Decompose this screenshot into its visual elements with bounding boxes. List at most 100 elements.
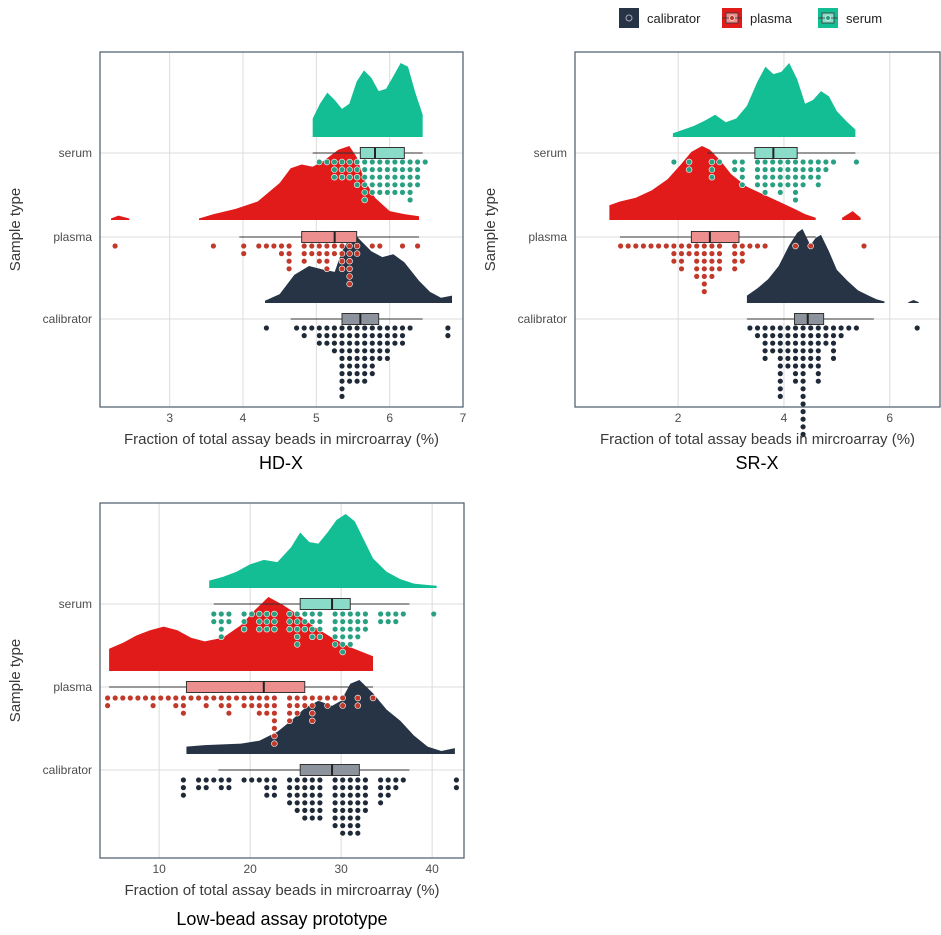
data-point-plasma (316, 250, 323, 257)
x-tick-label: 4 (781, 411, 788, 425)
data-point-plasma (739, 250, 746, 257)
data-point-plasma (180, 709, 187, 717)
data-point-plasma (354, 694, 361, 702)
data-point-serum (406, 189, 414, 196)
data-point-serum (815, 158, 822, 166)
data-point-plasma (248, 702, 255, 709)
data-point-plasma (693, 265, 700, 272)
data-point-plasma (111, 242, 119, 250)
data-point-calibrator (399, 340, 406, 347)
data-point-calibrator (353, 324, 361, 332)
data-point-serum (406, 196, 414, 204)
data-point-serum (369, 181, 376, 189)
data-point-calibrator (347, 776, 354, 784)
data-point-serum (286, 625, 293, 633)
box-serum (359, 147, 405, 159)
data-point-calibrator (754, 324, 761, 332)
data-point-serum (377, 610, 384, 618)
data-point-plasma (308, 242, 315, 250)
data-point-calibrator (799, 324, 807, 332)
data-point-calibrator (815, 347, 822, 354)
data-point-plasma (323, 265, 331, 272)
data-point-plasma (716, 258, 723, 265)
data-point-calibrator (308, 324, 315, 332)
panel-caption: Low-bead assay prototype (176, 909, 387, 929)
data-point-serum (376, 189, 383, 196)
data-point-calibrator (369, 370, 376, 377)
data-point-calibrator (384, 355, 391, 362)
data-point-calibrator (799, 393, 807, 400)
data-point-plasma (286, 709, 293, 717)
data-point-calibrator (913, 324, 921, 332)
panel-hd-x: 3 4 5 6 7 calibrator plasma serum Fraction of to… (7, 51, 467, 473)
data-point-calibrator (218, 776, 225, 784)
y-axis-label: Sample type (7, 639, 24, 722)
data-point-plasma (632, 242, 639, 250)
data-point-serum (331, 610, 339, 618)
data-point-plasma (225, 702, 233, 709)
data-point-plasma (678, 242, 685, 250)
data-point-calibrator (799, 355, 807, 362)
data-point-calibrator (399, 332, 406, 339)
data-point-serum (399, 181, 406, 189)
data-point-plasma (301, 702, 308, 709)
data-point-plasma (670, 258, 678, 265)
data-point-serum (353, 181, 361, 189)
data-point-serum (354, 633, 361, 640)
data-point-calibrator (203, 776, 210, 784)
data-point-serum (301, 610, 308, 618)
data-point-serum (784, 181, 792, 189)
density-tail-plasma (111, 215, 130, 220)
data-point-plasma (309, 717, 316, 724)
data-point-serum (769, 174, 776, 181)
data-point-calibrator (263, 776, 270, 784)
data-point-serum (731, 158, 738, 166)
data-point-calibrator (203, 784, 210, 791)
data-point-plasma (134, 694, 142, 702)
data-point-calibrator (301, 799, 308, 806)
data-point-serum (807, 174, 814, 181)
data-point-calibrator (354, 807, 361, 814)
data-point-calibrator (180, 791, 187, 799)
data-point-plasma (693, 258, 700, 265)
data-point-serum (225, 618, 233, 625)
data-point-plasma (195, 694, 202, 702)
data-point-plasma (240, 250, 247, 257)
data-point-plasma (701, 273, 708, 280)
data-point-plasma (739, 242, 746, 250)
data-point-calibrator (331, 814, 339, 822)
data-point-plasma (346, 250, 353, 257)
data-point-calibrator (339, 807, 346, 814)
data-point-plasma (353, 242, 361, 250)
data-point-calibrator (391, 340, 399, 347)
data-point-serum (339, 633, 346, 640)
x-tick-label: 2 (675, 411, 682, 425)
x-tick-label: 10 (152, 862, 166, 876)
data-point-serum (799, 158, 807, 166)
data-point-plasma (255, 242, 262, 250)
data-point-serum (210, 610, 218, 618)
data-point-serum (361, 189, 368, 196)
data-point-serum (263, 618, 270, 625)
data-point-serum (406, 181, 414, 189)
data-point-serum (376, 181, 383, 189)
data-point-plasma (369, 694, 377, 702)
data-point-serum (263, 610, 270, 618)
data-point-calibrator (361, 347, 368, 354)
data-point-serum (354, 625, 361, 633)
data-point-serum (815, 166, 822, 173)
data-point-plasma (754, 242, 761, 250)
data-point-calibrator (240, 776, 248, 784)
data-point-calibrator (323, 332, 331, 339)
data-point-calibrator (377, 791, 384, 799)
data-point-serum (369, 174, 376, 181)
data-point-serum (376, 158, 383, 166)
data-point-plasma (294, 709, 301, 717)
data-point-calibrator (369, 332, 376, 339)
data-point-serum (414, 166, 421, 173)
data-point-serum (708, 158, 716, 166)
data-point-plasma (263, 709, 270, 717)
data-point-plasma (172, 694, 180, 702)
data-point-serum (309, 625, 316, 633)
data-point-calibrator (792, 355, 799, 362)
